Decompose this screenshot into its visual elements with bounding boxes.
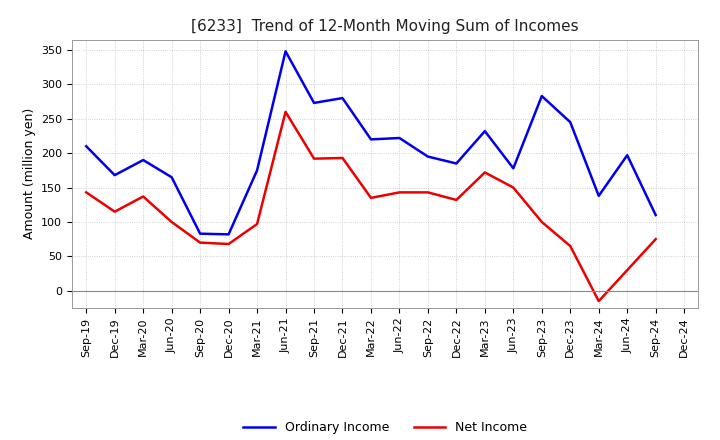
Ordinary Income [652,213,660,218]
Net Income [623,268,631,273]
Ordinary Income [395,136,404,141]
Net Income [652,237,660,242]
Ordinary Income [537,93,546,99]
Net Income [282,109,290,114]
Net Income [225,242,233,247]
Ordinary Income [110,172,119,178]
Net Income [196,240,204,245]
Net Income [509,185,518,190]
Ordinary Income [480,128,489,134]
Net Income [338,155,347,161]
Line: Ordinary Income: Ordinary Income [86,51,656,235]
Ordinary Income [167,175,176,180]
Net Income [167,219,176,224]
Ordinary Income [452,161,461,166]
Line: Net Income: Net Income [86,112,656,301]
Ordinary Income [82,143,91,149]
Net Income [253,221,261,227]
Ordinary Income [509,165,518,171]
Net Income [480,170,489,175]
Title: [6233]  Trend of 12-Month Moving Sum of Incomes: [6233] Trend of 12-Month Moving Sum of I… [192,19,579,34]
Net Income [366,195,375,201]
Ordinary Income [595,193,603,198]
Net Income [423,190,432,195]
Ordinary Income [366,137,375,142]
Net Income [537,219,546,224]
Ordinary Income [623,153,631,158]
Net Income [452,197,461,202]
Ordinary Income [196,231,204,236]
Ordinary Income [310,100,318,106]
Ordinary Income [225,232,233,237]
Y-axis label: Amount (million yen): Amount (million yen) [22,108,35,239]
Net Income [82,190,91,195]
Ordinary Income [338,95,347,101]
Net Income [395,190,404,195]
Legend: Ordinary Income, Net Income: Ordinary Income, Net Income [238,416,532,439]
Net Income [139,194,148,199]
Ordinary Income [566,120,575,125]
Ordinary Income [139,158,148,163]
Net Income [566,243,575,249]
Net Income [595,298,603,304]
Ordinary Income [253,168,261,173]
Ordinary Income [282,49,290,54]
Net Income [110,209,119,214]
Net Income [310,156,318,161]
Ordinary Income [423,154,432,159]
